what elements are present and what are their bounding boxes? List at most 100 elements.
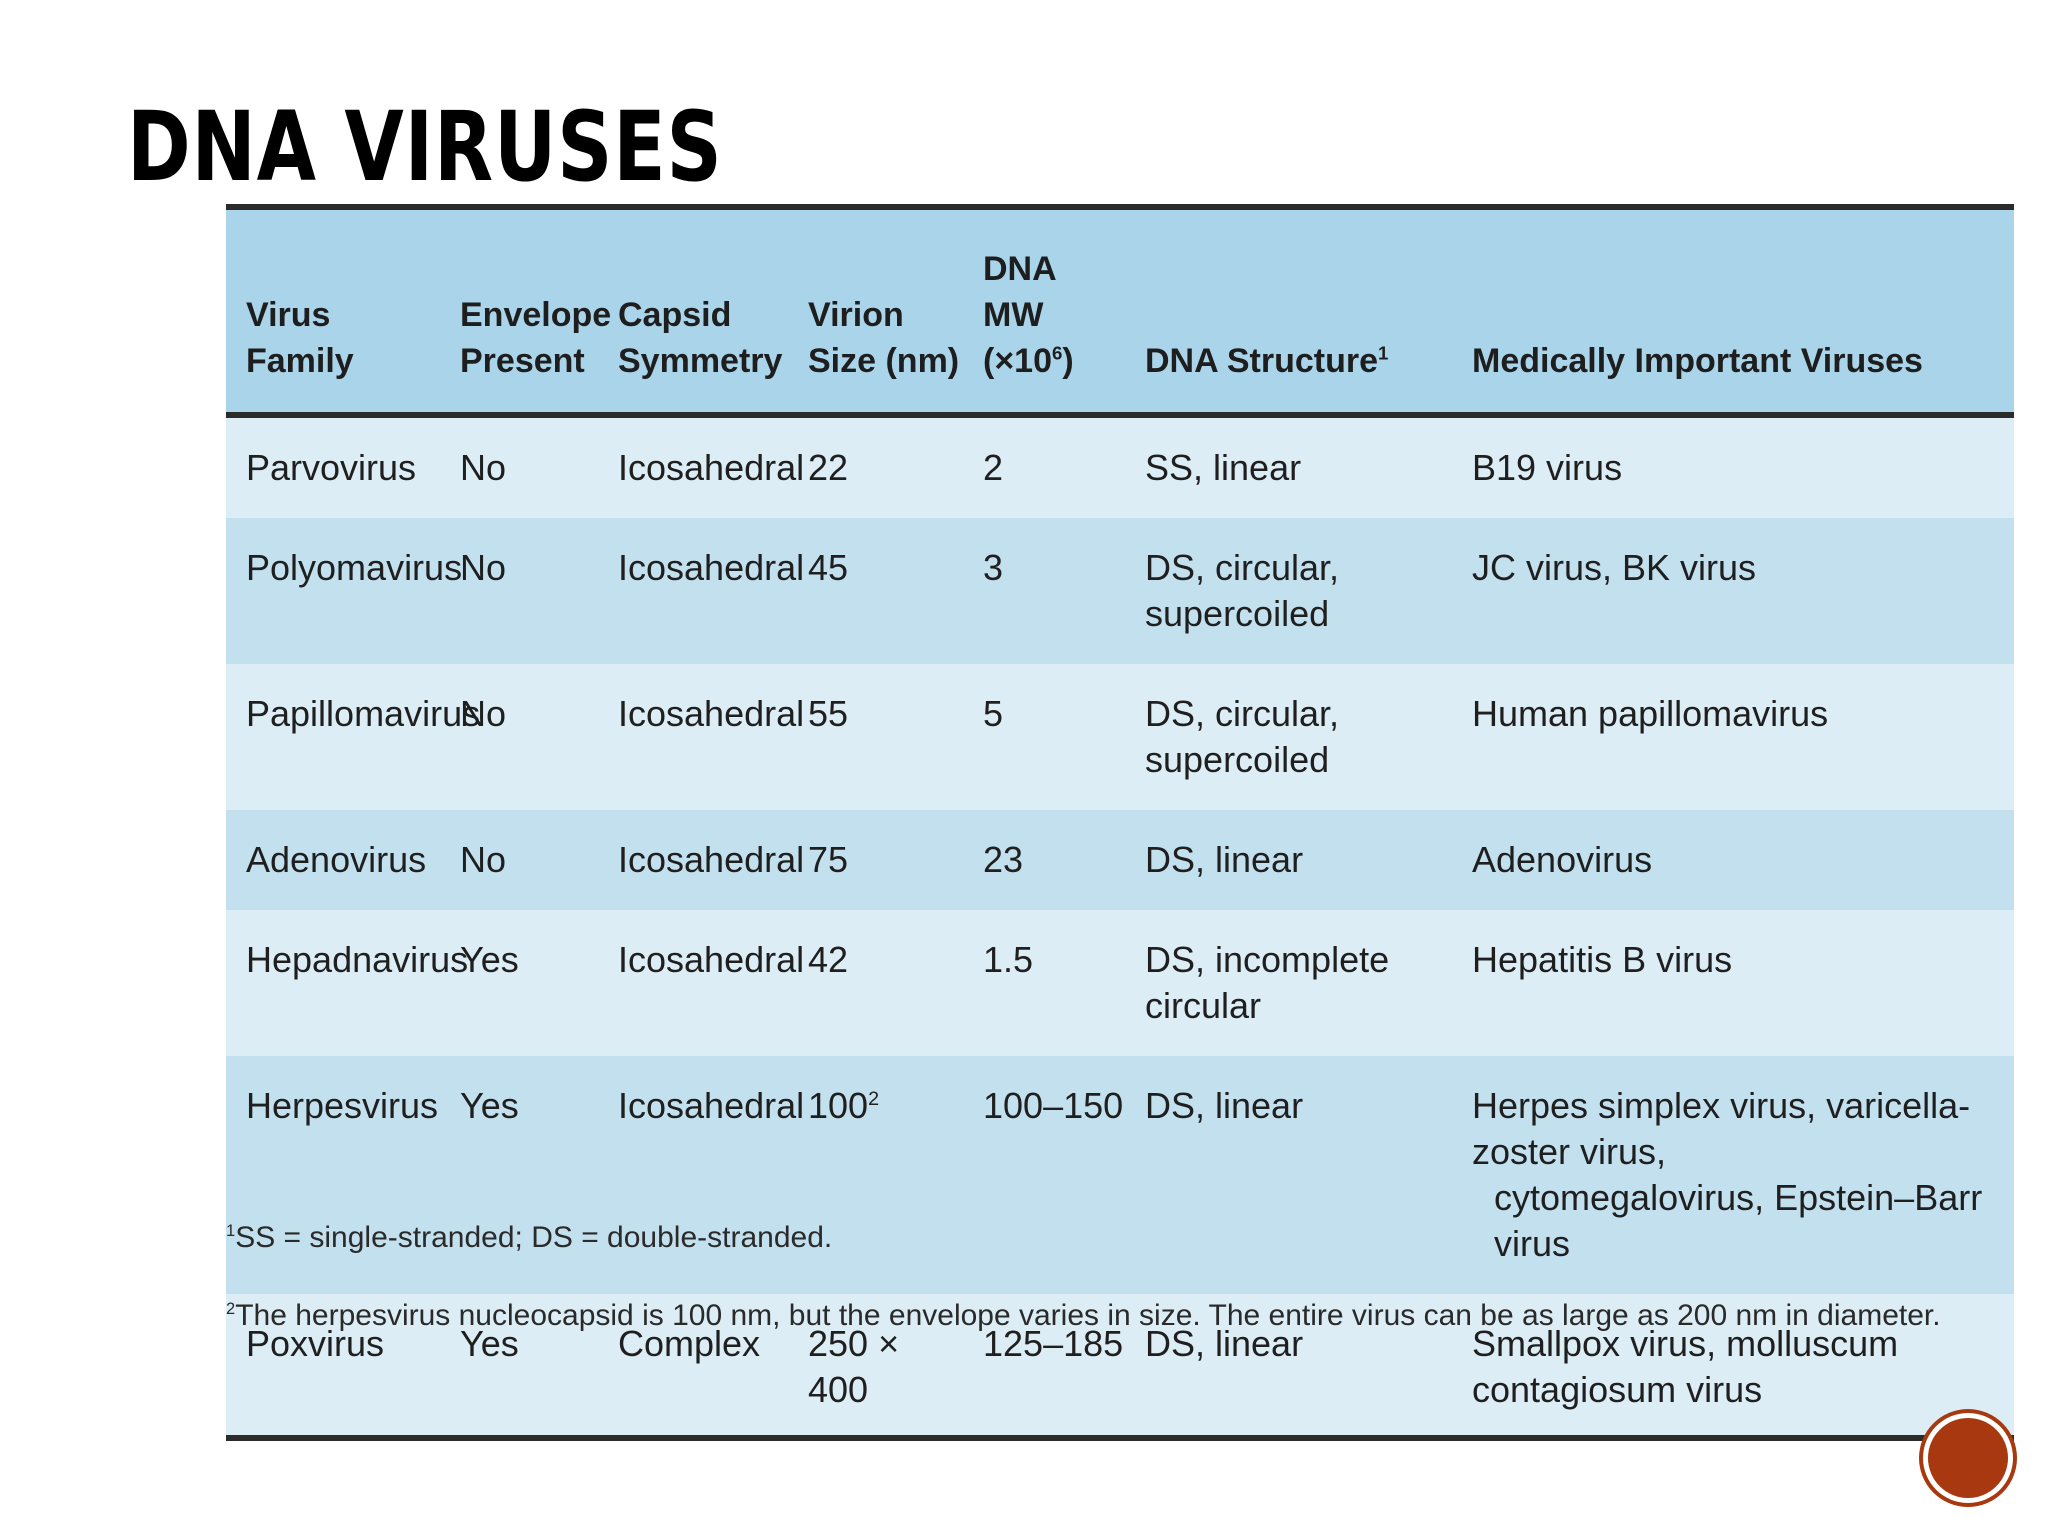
cell-capsid-symmetry: Icosahedral (598, 910, 804, 1056)
cell-dna-structure: DS, incomplete circular (1125, 910, 1452, 1056)
virion-size-value: 100 (808, 1085, 869, 1126)
virion-size-value: 22 (808, 447, 849, 488)
cell-medically-important-viruses: Smallpox virus, molluscum contagiosum vi… (1452, 1294, 2014, 1441)
column-header-label: Virus Family (246, 296, 354, 380)
cell-dna-structure: DS, circular, supercoiled (1125, 518, 1452, 664)
cell-virus-family: Hepadnavirus (226, 910, 468, 1056)
column-header: Envelope Present (440, 204, 611, 418)
footnote-marker: 2 (226, 1300, 236, 1318)
virus-name-line: Smallpox virus, molluscum contagiosum vi… (1472, 1323, 1899, 1410)
slide-title: DNA VIRUSES (127, 91, 723, 203)
virus-name-line: JC virus, BK virus (1472, 547, 1757, 588)
table-row: Polyomavirus No Icosahedral 45 3 DS, circular… (226, 518, 2014, 664)
virus-name-line: Human papillomavirus (1472, 693, 1829, 734)
table-header-row: Virus Family Envelope Present Capsid Symme… (226, 204, 2014, 418)
column-header: Virus Family (226, 204, 440, 418)
cell-virion-size: 250 × 400 (788, 1294, 963, 1441)
virus-name-line: Hepatitis B virus (1472, 939, 1733, 980)
cell-medically-important-viruses: Human papillomavirus (1452, 664, 2014, 810)
cell-dna-structure: DS, linear (1125, 810, 1452, 910)
column-header-label: DNA Structure (1145, 342, 1378, 380)
column-header-suffix: ) (1062, 342, 1074, 380)
column-header-label: Medically Important Viruses (1472, 342, 1923, 380)
column-header: Virion Size (nm) (788, 204, 963, 418)
virus-name-line: Herpes simplex virus, varicella-zoster v… (1472, 1085, 1971, 1172)
virus-name-line: cytomegalovirus, Epstein–Barr virus (1494, 1177, 1983, 1264)
slide-nav-button[interactable] (1928, 1418, 2008, 1498)
cell-dna-mw: 125–185 (963, 1294, 1125, 1441)
column-header: DNA Structure1 (1125, 204, 1452, 418)
cell-virus-family: Herpesvirus (226, 1056, 440, 1294)
footnote-text: SS = single-stranded; DS = double-strand… (235, 1221, 833, 1254)
table-row: Papillomavirus No Icosahedral 55 5 DS, circul… (226, 664, 2014, 810)
cell-virus-family: Poxvirus (226, 1294, 440, 1441)
superscript: 1 (1378, 342, 1389, 364)
column-header-label: Virion Size (nm) (808, 296, 960, 380)
virion-size-value: 55 (808, 693, 849, 734)
cell-capsid-symmetry: Icosahedral (598, 1056, 804, 1294)
virion-size-value: 75 (808, 839, 849, 880)
cell-virion-size: 55 (788, 664, 963, 810)
footnote: 1SS = single-stranded; DS = double-stran… (226, 1218, 1941, 1258)
cell-capsid-symmetry: Icosahedral (598, 415, 804, 518)
cell-dna-structure: SS, linear (1125, 415, 1452, 518)
column-header-label: Envelope Present (460, 296, 612, 380)
cell-capsid-symmetry: Complex (598, 1294, 788, 1441)
table-header: Virus Family Envelope Present Capsid Symme… (226, 204, 2014, 418)
cell-virion-size: 1002 (788, 1056, 963, 1294)
column-header: Capsid Symmetry (598, 204, 788, 418)
cell-envelope-present: No (440, 664, 598, 810)
cell-dna-structure: DS, circular, supercoiled (1125, 664, 1452, 810)
footnote: 2The herpesvirus nucleocapsid is 100 nm,… (226, 1296, 1941, 1336)
cell-dna-mw: 1.5 (963, 910, 1125, 1056)
virion-size-value: 45 (808, 547, 849, 588)
cell-medically-important-viruses: B19 virus (1452, 415, 2014, 518)
column-header: Medically Important Viruses (1452, 204, 2014, 418)
cell-virus-family: Polyomavirus (226, 518, 462, 664)
cell-virus-family: Papillomavirus (226, 664, 480, 810)
cell-virion-size: 42 (788, 910, 963, 1056)
cell-virion-size: 22 (788, 415, 963, 518)
cell-capsid-symmetry: Icosahedral (598, 664, 804, 810)
dna-virus-table: Virus Family Envelope Present Capsid Symme… (226, 204, 2014, 1441)
cell-capsid-symmetry: Icosahedral (598, 810, 804, 910)
cell-dna-structure: DS, linear (1125, 1294, 1452, 1441)
column-header-label: Capsid Symmetry (618, 296, 783, 380)
table-row: Parvovirus No Icosahedral 22 2 SS, linear B19 … (226, 415, 2014, 518)
virus-table-container: Virus Family Envelope Present Capsid Symme… (226, 204, 2014, 1441)
cell-envelope-present: No (440, 518, 598, 664)
cell-medically-important-viruses: Hepatitis B virus (1452, 910, 2014, 1056)
virion-size-value: 42 (808, 939, 849, 980)
cell-dna-mw: 23 (963, 810, 1125, 910)
virion-size-value: 250 × 400 (808, 1323, 900, 1410)
footnotes: 1SS = single-stranded; DS = double-stran… (226, 1218, 1941, 1374)
cell-virion-size: 75 (788, 810, 963, 910)
cell-dna-mw: 3 (963, 518, 1125, 664)
cell-virion-size: 45 (788, 518, 963, 664)
virus-name-line: B19 virus (1472, 447, 1623, 488)
cell-capsid-symmetry: Icosahedral (598, 518, 804, 664)
table-row: Adenovirus No Icosahedral 75 23 DS, linear Ade… (226, 810, 2014, 910)
cell-virus-family: Adenovirus (226, 810, 440, 910)
cell-medically-important-viruses: JC virus, BK virus (1452, 518, 2014, 664)
superscript: 6 (1052, 342, 1063, 364)
footnote-marker: 1 (226, 1222, 236, 1240)
cell-envelope-present: No (440, 810, 598, 910)
column-header-label: DNA MW (×10 (983, 250, 1056, 380)
cell-dna-mw: 2 (963, 415, 1125, 518)
cell-virus-family: Parvovirus (226, 415, 440, 518)
cell-envelope-present: Yes (440, 910, 598, 1056)
table-row: Hepadnavirus Yes Icosahedral 42 1.5 DS, incom… (226, 910, 2014, 1056)
column-header: DNA MW (×106) (963, 204, 1125, 418)
table-row: Herpesvirus Yes Icosahedral 1002 100–150 DS, … (226, 1056, 2014, 1294)
cell-envelope-present: No (440, 415, 598, 518)
table-body: Parvovirus No Icosahedral 22 2 SS, linear B19 … (226, 415, 2014, 1441)
cell-medically-important-viruses: Herpes simplex virus, varicella-zoster v… (1452, 1056, 2014, 1294)
cell-dna-mw: 100–150 (963, 1056, 1125, 1294)
cell-medically-important-viruses: Adenovirus (1452, 810, 2014, 910)
cell-dna-mw: 5 (963, 664, 1125, 810)
virus-name-line: Adenovirus (1472, 839, 1653, 880)
footnote-text: The herpesvirus nucleocapsid is 100 nm, … (235, 1299, 1941, 1332)
cell-envelope-present: Yes (440, 1294, 598, 1441)
table-row: Poxvirus Yes Complex 250 × 400 125–185 DS, li… (226, 1294, 2014, 1441)
